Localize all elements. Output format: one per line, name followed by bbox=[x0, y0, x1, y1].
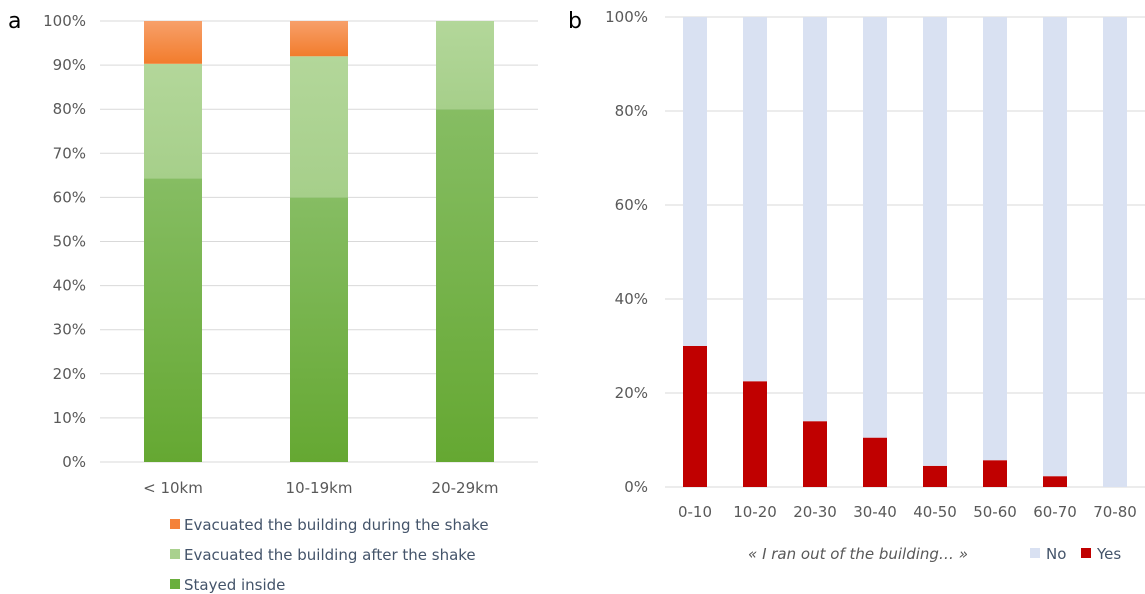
y-tick-label-a: 100% bbox=[43, 12, 86, 30]
legend-swatch-yes bbox=[1081, 548, 1091, 558]
bar-no-30-40 bbox=[863, 17, 887, 438]
x-tick-label-b: 70-80 bbox=[1093, 503, 1137, 521]
panel-a-bars bbox=[144, 21, 494, 462]
panel-b-x-axis: 0-10 10-20 20-30 30-40 40-50 50-60 60-70 70-80 bbox=[678, 503, 1137, 521]
bar-evacuated-the-building-after-the-shake-10km bbox=[144, 63, 202, 179]
x-tick-label-b: 50-60 bbox=[973, 503, 1017, 521]
y-tick-label-a: 60% bbox=[53, 188, 86, 206]
y-tick-label-b: 0% bbox=[624, 478, 648, 496]
panel-a-y-axis: 0% 10% 20% 30% 40% 50% 60% 70% 80% 90% 100% bbox=[43, 12, 86, 471]
panel-letter-a: a bbox=[8, 9, 21, 34]
y-tick-label-a: 20% bbox=[53, 365, 86, 383]
legend-swatch-after bbox=[170, 549, 180, 559]
bar-no-0-10 bbox=[683, 17, 707, 346]
legend-swatch-stayed bbox=[170, 579, 180, 589]
x-tick-label-b: 0-10 bbox=[678, 503, 712, 521]
panel-a-x-axis: < 10km 10-19km 20-29km bbox=[143, 479, 498, 497]
legend-label-during: Evacuated the building during the shake bbox=[184, 516, 489, 534]
panel-b-x-axis-title: « I ran out of the building… » bbox=[748, 545, 968, 563]
panel-b-legend: No Yes bbox=[1030, 545, 1121, 563]
panel-letter-b: b bbox=[568, 9, 582, 34]
x-tick-label-b: 40-50 bbox=[913, 503, 957, 521]
y-tick-label-a: 40% bbox=[53, 277, 86, 295]
legend-label-after: Evacuated the building after the shake bbox=[184, 546, 476, 564]
bar-no-60-70 bbox=[1043, 17, 1067, 477]
y-tick-label-b: 40% bbox=[615, 290, 648, 308]
panel-b-bars bbox=[683, 17, 1127, 487]
y-tick-label-b: 100% bbox=[605, 8, 648, 26]
bar-evacuated-the-building-during-the-shake-10km bbox=[144, 21, 202, 64]
y-tick-label-b: 80% bbox=[615, 102, 648, 120]
bar-no-40-50 bbox=[923, 17, 947, 466]
bar-yes-50-60 bbox=[983, 460, 1007, 487]
x-tick-label-b: 20-30 bbox=[793, 503, 837, 521]
bar-yes-60-70 bbox=[1043, 476, 1067, 487]
x-tick-label-b: 30-40 bbox=[853, 503, 897, 521]
panel-b-gridlines bbox=[665, 16, 1145, 488]
y-tick-label-a: 90% bbox=[53, 56, 86, 74]
bar-yes-30-40 bbox=[863, 437, 887, 487]
bar-no-20-30 bbox=[803, 17, 827, 422]
panel-b-y-axis: 0% 20% 40% 60% 80% 100% bbox=[605, 8, 648, 496]
bar-yes-40-50 bbox=[923, 465, 947, 487]
legend-label-yes: Yes bbox=[1096, 545, 1121, 563]
y-tick-label-a: 80% bbox=[53, 100, 86, 118]
y-tick-label-a: 10% bbox=[53, 409, 86, 427]
legend-swatch-during bbox=[170, 519, 180, 529]
legend-swatch-no bbox=[1030, 548, 1040, 558]
bar-evacuated-the-building-during-the-shake-10-19km bbox=[290, 21, 348, 57]
x-tick-label-a: 10-19km bbox=[286, 479, 353, 497]
bar-evacuated-the-building-after-the-shake-10-19km bbox=[290, 56, 348, 198]
panel-b: b 0% 20% 40% 60% 80% 100% 0-10 10-20 20-30 30-40… bbox=[568, 8, 1145, 563]
y-tick-label-b: 60% bbox=[615, 196, 648, 214]
legend-label-stayed: Stayed inside bbox=[184, 576, 285, 594]
bar-evacuated-the-building-after-the-shake-20-29km bbox=[436, 21, 494, 110]
bar-stayed-inside-10km bbox=[144, 178, 202, 462]
bar-no-10-20 bbox=[743, 17, 767, 382]
y-tick-label-a: 30% bbox=[53, 321, 86, 339]
y-tick-label-a: 70% bbox=[53, 144, 86, 162]
x-tick-label-b: 60-70 bbox=[1033, 503, 1077, 521]
panel-a-legend: Evacuated the building during the shake … bbox=[170, 516, 489, 594]
bar-yes-20-30 bbox=[803, 421, 827, 487]
bar-yes-10-20 bbox=[743, 381, 767, 487]
legend-label-no: No bbox=[1046, 545, 1066, 563]
x-tick-label-b: 10-20 bbox=[733, 503, 777, 521]
bar-no-50-60 bbox=[983, 17, 1007, 461]
panel-a: a 0% 10% 20% 30% 40% 50% 60% 70% 80% 90% 100% < 10… bbox=[8, 9, 538, 594]
bar-stayed-inside-20-29km bbox=[436, 109, 494, 462]
x-tick-label-a: < 10km bbox=[143, 479, 203, 497]
y-tick-label-a: 0% bbox=[62, 453, 86, 471]
bar-no-70-80 bbox=[1103, 17, 1127, 487]
x-tick-label-a: 20-29km bbox=[432, 479, 499, 497]
bar-yes-0-10 bbox=[683, 346, 707, 487]
y-tick-label-b: 20% bbox=[615, 384, 648, 402]
y-tick-label-a: 50% bbox=[53, 233, 86, 251]
bar-stayed-inside-10-19km bbox=[290, 197, 348, 462]
